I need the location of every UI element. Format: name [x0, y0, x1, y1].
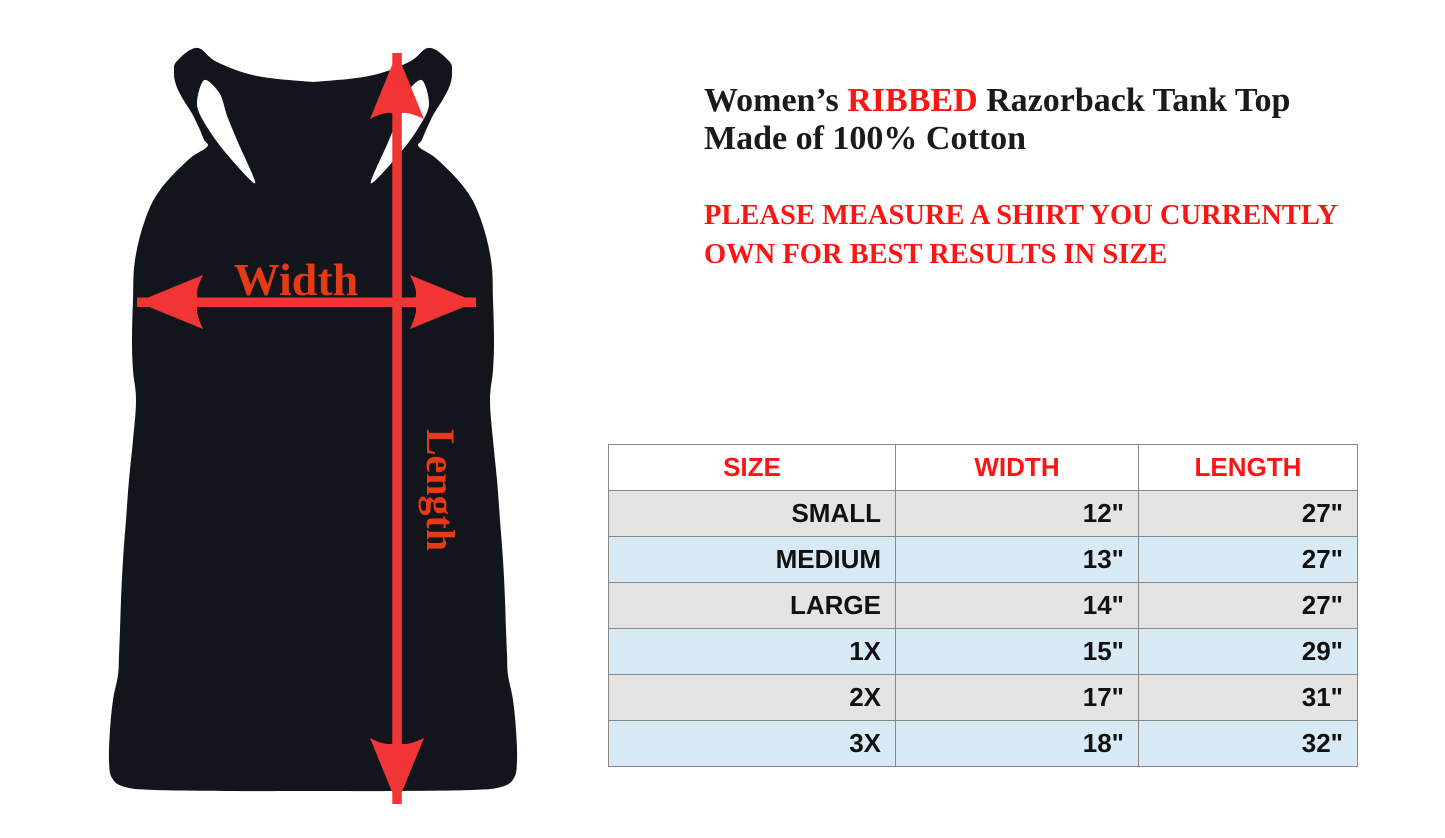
svg-text:Length: Length: [418, 429, 463, 551]
svg-text:Width: Width: [234, 254, 358, 305]
